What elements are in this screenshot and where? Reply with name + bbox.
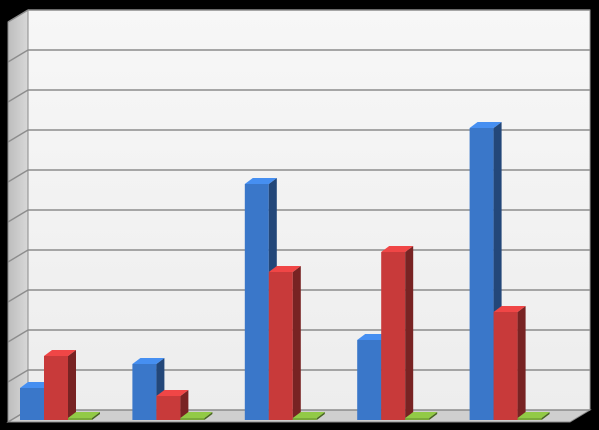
bar-side [316,412,325,420]
bars [20,122,550,420]
bar-front [268,272,293,420]
bar-front [244,184,269,420]
gridline-side [7,129,29,143]
gridline-side [7,249,29,263]
bar-side [405,246,414,420]
bar-top [268,266,301,272]
bar-front [493,312,518,420]
bar-top [44,350,76,356]
bar [517,412,550,420]
bar-front [20,388,44,420]
bar-top [68,412,100,418]
bar [68,412,100,420]
bar-front [292,418,317,420]
gridline-side [7,9,29,23]
bar-front [405,418,430,420]
bar-side [180,390,189,420]
gridline-side [7,49,29,63]
bar-top [493,306,526,312]
bar-front [180,418,205,420]
bar-front [381,252,406,420]
bar-front [469,128,494,420]
bar-front [156,396,181,420]
bar-front [68,418,92,420]
gridline-side [7,209,29,223]
gridline-side [7,369,29,383]
bar-side [517,306,526,420]
bar-side [68,350,76,420]
bar [405,412,438,420]
bar-side [204,412,213,420]
bar-side [429,412,438,420]
bar-front [44,356,68,420]
bar-top [405,412,438,418]
bar-side [292,266,301,420]
bar-side [92,412,100,420]
bar-top [381,246,414,252]
bar-front [132,364,157,420]
bar-top [180,412,213,418]
bar [180,412,213,420]
bar-top [292,412,325,418]
bar-top [156,390,189,396]
bar-top [469,122,502,128]
bar [156,390,189,420]
bar-side [541,412,550,420]
bar [44,350,76,420]
gridline-side [7,329,29,343]
bar-top [244,178,277,184]
bar-front [517,418,542,420]
gridline-side [7,289,29,303]
gridline-side [7,89,29,103]
gridline-side [7,169,29,183]
bar [292,412,325,420]
bar-top [132,358,165,364]
bar-top [517,412,550,418]
bar-front [357,340,382,420]
bar [268,266,301,420]
bar [493,306,526,420]
bar [381,246,414,420]
